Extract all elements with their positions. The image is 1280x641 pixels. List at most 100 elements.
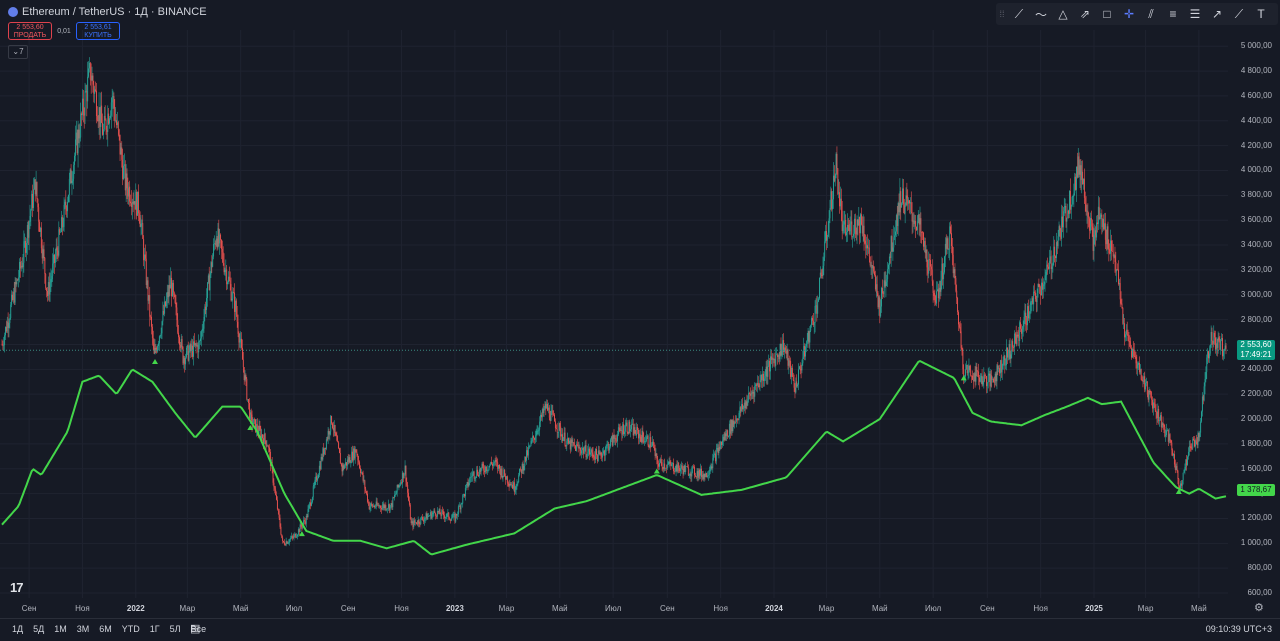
candle-body xyxy=(189,344,191,351)
candle-body xyxy=(407,484,409,493)
arrow-marker-icon[interactable]: ⇗ xyxy=(1079,7,1091,21)
candle-body xyxy=(550,410,552,421)
candle-body xyxy=(979,378,981,382)
timeframe-3[interactable]: 1М xyxy=(54,624,67,634)
candle-body xyxy=(236,314,238,322)
candle-body xyxy=(297,529,299,535)
candle-body xyxy=(263,433,265,444)
candle-body xyxy=(477,469,479,475)
candle-body xyxy=(950,226,952,234)
candle-body xyxy=(683,465,685,475)
candle-body xyxy=(237,321,239,334)
candle-body xyxy=(457,514,458,516)
timeframe-4[interactable]: 3М xyxy=(76,624,90,634)
time-axis-label: Мар xyxy=(498,604,515,613)
axis-settings-gear-icon[interactable]: ⚙ xyxy=(1254,602,1264,614)
ray-icon[interactable]: ↗ xyxy=(1211,7,1223,21)
candle-body xyxy=(341,463,343,472)
indicators-count: 7 xyxy=(19,47,24,56)
price-axis-label: 2 400,00 xyxy=(1240,364,1272,374)
timeframe-7[interactable]: 1Г xyxy=(149,624,160,634)
buy-button[interactable]: 2 553,61 КУПИТЬ xyxy=(76,22,120,40)
candle-body xyxy=(384,505,386,509)
candle-body xyxy=(114,108,116,121)
parallel-channel-icon[interactable]: ⫽ xyxy=(1148,6,1154,21)
candle-body xyxy=(1139,369,1141,373)
candle-body xyxy=(41,248,43,259)
candle-body xyxy=(844,220,846,222)
candle-body xyxy=(595,448,597,460)
candle-body xyxy=(445,516,447,518)
candle-body xyxy=(492,463,493,466)
timeframe-8[interactable]: 5Л xyxy=(169,624,181,634)
candle-body xyxy=(810,325,812,331)
timeframe-6[interactable]: YTD xyxy=(121,624,140,634)
clock[interactable]: 09:10:39 UTC+3 xyxy=(1205,624,1272,634)
timeframe-2[interactable]: 5Д xyxy=(33,624,45,634)
candle-body xyxy=(148,295,150,301)
indicators-toggle[interactable]: ⌄7 xyxy=(8,45,28,59)
timeframe-9[interactable]: Все xyxy=(190,624,207,634)
candle-body xyxy=(380,505,382,509)
crosshair-icon[interactable]: ✛ xyxy=(1123,7,1135,21)
candle-body xyxy=(91,75,93,81)
candle-body xyxy=(1093,235,1095,251)
candle-body xyxy=(666,464,668,469)
candle-body xyxy=(1062,216,1063,228)
timeframe-5[interactable]: 6М xyxy=(99,624,112,634)
trend-line-icon[interactable]: ⟋ xyxy=(1014,6,1024,21)
price-axis[interactable]: 5 000,00 4 800,00 4 600,00 4 400,00 4 200,00… xyxy=(1228,0,1280,600)
go-to-date-calendar-icon[interactable]: ▤ xyxy=(190,623,201,635)
candle-body xyxy=(1013,333,1015,348)
candle-body xyxy=(507,482,509,484)
candle-body xyxy=(1059,226,1061,231)
candle-body xyxy=(1043,284,1045,287)
triangle-pattern-icon[interactable]: △ xyxy=(1058,7,1068,21)
candle-body xyxy=(596,448,597,456)
symbol-title[interactable]: Ethereum / TetherUS · 1Д · BINANCE xyxy=(8,6,207,18)
candle-body xyxy=(851,221,853,238)
candle-body xyxy=(1144,376,1146,390)
candle-body xyxy=(440,514,442,516)
rectangle-icon[interactable]: □ xyxy=(1103,7,1111,21)
candle-body xyxy=(559,423,561,427)
candle-body xyxy=(521,463,523,474)
candle-body xyxy=(439,509,441,515)
candle-body xyxy=(383,504,385,509)
candle-body xyxy=(101,105,103,123)
candle-body xyxy=(281,534,283,538)
candle-body xyxy=(165,299,167,307)
candle-body xyxy=(401,482,402,484)
cursor-grip-icon[interactable]: ⁞⁞ xyxy=(999,9,1005,19)
candle-body xyxy=(1130,346,1132,349)
candle-body xyxy=(666,467,667,469)
timeframe-1[interactable]: 1Д xyxy=(12,624,24,634)
tradingview-logo[interactable]: 17 xyxy=(10,580,24,595)
candle-body xyxy=(396,484,398,493)
candle-body xyxy=(744,402,746,409)
sell-button[interactable]: 2 553,60 ПРОДАТЬ xyxy=(8,22,52,40)
text-icon[interactable]: T xyxy=(1257,7,1265,21)
ethereum-logo-icon xyxy=(8,7,18,17)
candle-body xyxy=(129,186,131,202)
horizontal-lines-icon[interactable]: ☰ xyxy=(1189,7,1201,21)
candle-body xyxy=(584,445,586,451)
pitchfork-icon[interactable]: ⟋ xyxy=(1234,6,1244,21)
candle-body xyxy=(878,297,880,308)
candle-body xyxy=(942,263,944,280)
candle-body xyxy=(476,469,478,477)
candle-body xyxy=(429,515,430,517)
candle-body xyxy=(781,350,783,356)
polyline-icon[interactable]: 〜 xyxy=(1034,7,1047,22)
candle-body xyxy=(638,429,639,439)
candle-body xyxy=(1105,239,1107,245)
candle-body xyxy=(356,452,358,456)
price-chart[interactable] xyxy=(0,0,1280,618)
fib-retracement-icon[interactable]: ≡ xyxy=(1169,7,1177,21)
candle-body xyxy=(77,129,79,154)
bottom-toolbar: 1Д 5Д 1М 3М 6М YTD 1Г 5Л Все ▤ 09:10:39 UTC+3 xyxy=(0,618,1280,641)
candle-body xyxy=(338,442,340,449)
price-axis-label: 800,00 xyxy=(1247,563,1272,573)
candle-body xyxy=(759,380,761,387)
candle-body xyxy=(1020,322,1021,329)
